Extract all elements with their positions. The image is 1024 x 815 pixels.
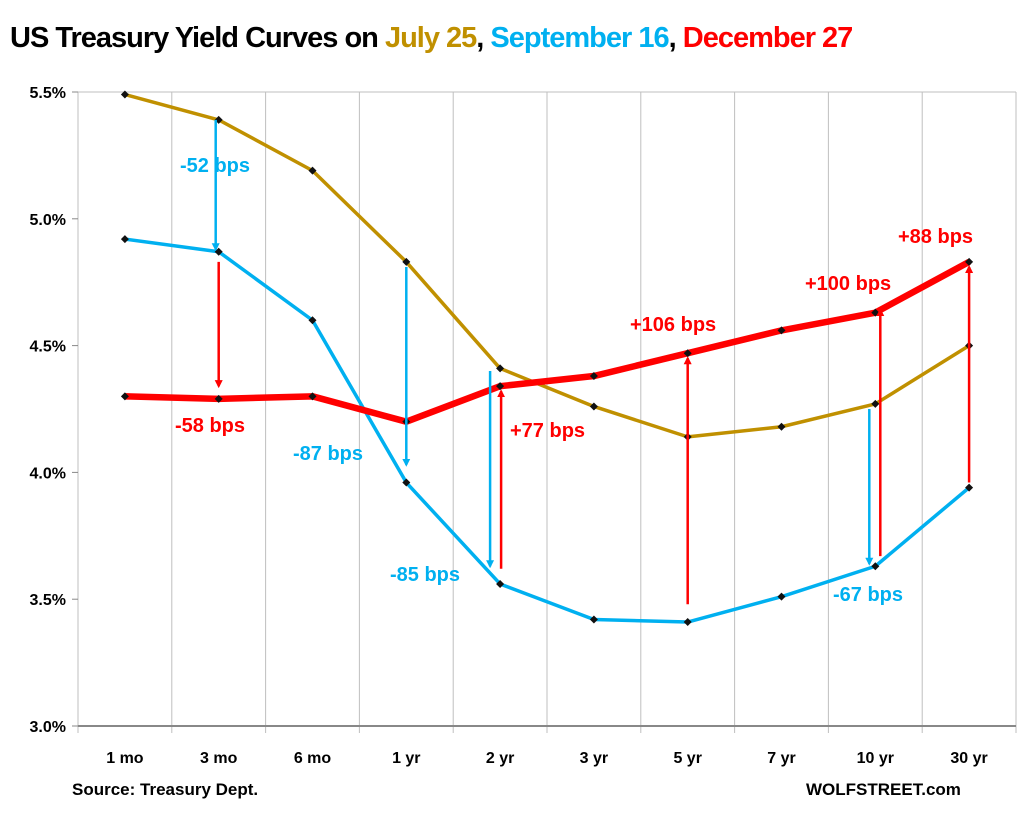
data-point-december-27 xyxy=(496,382,505,391)
data-point-september-16 xyxy=(871,562,880,571)
change-label: +100 bps xyxy=(805,273,891,295)
series-line-july-25 xyxy=(124,92,971,439)
y-tick-label: 3.5% xyxy=(30,592,66,609)
data-point-july-25 xyxy=(589,402,598,411)
x-tick-label: 7 yr xyxy=(767,750,795,767)
source-note: Source: Treasury Dept. xyxy=(72,780,259,799)
y-tick-label: 5.5% xyxy=(30,85,66,102)
x-tick-label: 2 yr xyxy=(486,750,514,767)
x-tick-label: 10 yr xyxy=(857,750,894,767)
series-line-december-27 xyxy=(124,259,971,425)
data-point-september-16 xyxy=(308,316,317,325)
data-point-september-16 xyxy=(589,615,598,624)
data-point-december-27 xyxy=(589,372,598,381)
change-label: -85 bps xyxy=(390,564,460,586)
data-point-december-27 xyxy=(965,257,974,266)
data-point-september-16 xyxy=(965,483,974,492)
x-tick-label: 3 yr xyxy=(580,750,608,767)
change-label: +106 bps xyxy=(630,314,716,336)
data-point-july-25 xyxy=(308,166,317,175)
y-tick-label: 4.0% xyxy=(30,465,66,482)
data-point-july-25 xyxy=(496,364,505,373)
data-point-july-25 xyxy=(777,422,786,431)
x-tick-label: 6 mo xyxy=(294,750,332,767)
data-point-december-27 xyxy=(777,326,786,335)
y-tick-label: 5.0% xyxy=(30,212,66,229)
x-tick-label: 1 mo xyxy=(106,750,144,767)
series-line-september-16 xyxy=(124,237,971,624)
title-date-july: July 25 xyxy=(384,22,477,54)
y-tick-label: 4.5% xyxy=(30,339,66,356)
data-point-december-27 xyxy=(120,392,129,401)
data-point-july-25 xyxy=(402,257,411,266)
title-date-december: December 27 xyxy=(682,22,854,54)
change-label: -52 bps xyxy=(180,155,250,177)
data-point-december-27 xyxy=(683,349,692,358)
chart-title: US Treasury Yield Curves on July 25, Sep… xyxy=(10,22,854,55)
data-point-september-16 xyxy=(402,478,411,487)
title-separator: , xyxy=(476,22,491,54)
change-label: -87 bps xyxy=(293,443,363,465)
change-label: -58 bps xyxy=(175,415,245,437)
title-prefix: US Treasury Yield Curves on xyxy=(10,22,385,54)
data-point-september-16 xyxy=(496,579,505,588)
change-label: -67 bps xyxy=(833,584,903,606)
x-tick-label: 3 mo xyxy=(200,750,238,767)
change-label: +88 bps xyxy=(898,226,973,248)
data-point-september-16 xyxy=(120,235,129,244)
change-label: +77 bps xyxy=(510,420,585,442)
x-tick-label: 1 yr xyxy=(392,750,420,767)
data-point-september-16 xyxy=(683,618,692,627)
data-point-september-16 xyxy=(777,592,786,601)
data-point-july-25 xyxy=(120,90,129,99)
x-tick-label: 5 yr xyxy=(673,750,701,767)
data-point-december-27 xyxy=(308,392,317,401)
data-point-december-27 xyxy=(214,394,223,403)
x-tick-label: 30 yr xyxy=(950,750,987,767)
y-tick-label: 3.0% xyxy=(30,719,66,736)
title-separator: , xyxy=(668,22,683,54)
brand-watermark: WOLFSTREET.com xyxy=(806,780,961,799)
data-point-july-25 xyxy=(871,399,880,408)
title-date-september: September 16 xyxy=(490,22,669,54)
